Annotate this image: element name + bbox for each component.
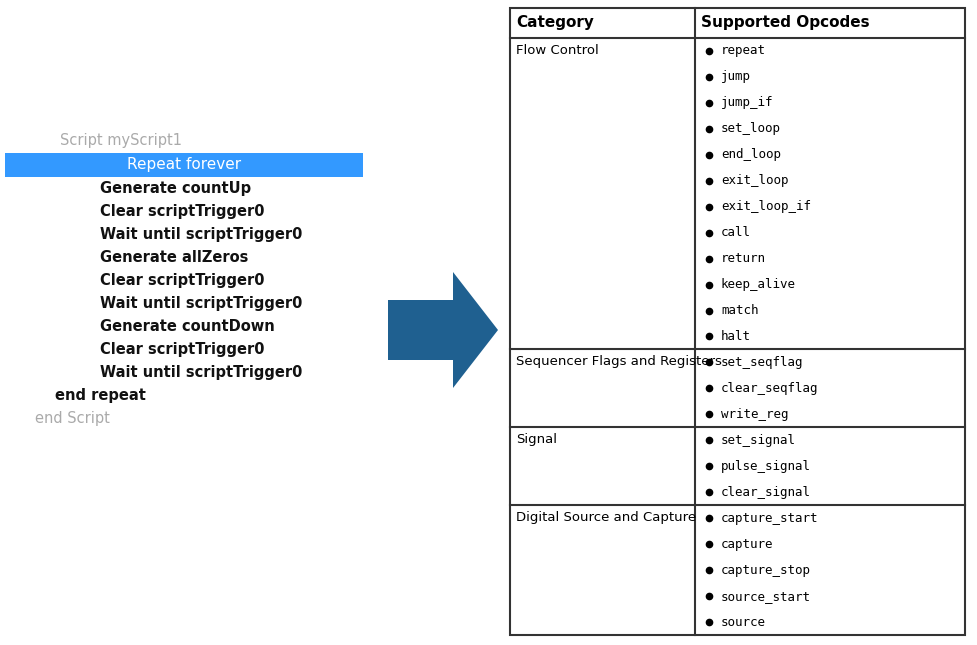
Text: match: match xyxy=(720,304,758,317)
Text: source_start: source_start xyxy=(720,590,810,602)
Text: capture_start: capture_start xyxy=(720,511,818,524)
Text: Generate countDown: Generate countDown xyxy=(100,319,275,334)
Text: Flow Control: Flow Control xyxy=(516,44,598,57)
Text: Category: Category xyxy=(516,15,593,30)
Text: Wait until scriptTrigger0: Wait until scriptTrigger0 xyxy=(100,296,302,311)
Text: return: return xyxy=(720,252,765,265)
Text: Supported Opcodes: Supported Opcodes xyxy=(701,15,869,30)
Text: write_reg: write_reg xyxy=(720,408,787,421)
Text: end repeat: end repeat xyxy=(55,388,146,403)
Text: clear_seqflag: clear_seqflag xyxy=(720,382,818,395)
Text: clear_signal: clear_signal xyxy=(720,486,810,499)
Text: jump_if: jump_if xyxy=(720,96,773,110)
Text: pulse_signal: pulse_signal xyxy=(720,460,810,473)
Text: Script myScript1: Script myScript1 xyxy=(60,133,182,148)
Text: source: source xyxy=(720,615,765,628)
Text: keep_alive: keep_alive xyxy=(720,278,795,291)
Text: call: call xyxy=(720,226,750,239)
Text: Clear scriptTrigger0: Clear scriptTrigger0 xyxy=(100,342,264,357)
Text: Wait until scriptTrigger0: Wait until scriptTrigger0 xyxy=(100,227,302,242)
Text: Repeat forever: Repeat forever xyxy=(127,157,240,172)
Text: Sequencer Flags and Registers: Sequencer Flags and Registers xyxy=(516,355,721,368)
Text: Wait until scriptTrigger0: Wait until scriptTrigger0 xyxy=(100,365,302,380)
Text: set_loop: set_loop xyxy=(720,123,781,135)
Polygon shape xyxy=(388,272,497,388)
Text: Generate allZeros: Generate allZeros xyxy=(100,250,248,265)
Text: set_signal: set_signal xyxy=(720,434,795,447)
Text: Clear scriptTrigger0: Clear scriptTrigger0 xyxy=(100,273,264,288)
Text: set_seqflag: set_seqflag xyxy=(720,356,803,369)
Text: end Script: end Script xyxy=(35,411,109,426)
Text: jump: jump xyxy=(720,70,750,83)
Text: capture_stop: capture_stop xyxy=(720,564,810,577)
Text: capture: capture xyxy=(720,538,773,551)
FancyBboxPatch shape xyxy=(5,153,362,177)
Text: Signal: Signal xyxy=(516,433,557,446)
Text: Digital Source and Capture: Digital Source and Capture xyxy=(516,511,696,524)
Text: repeat: repeat xyxy=(720,45,765,57)
Text: Clear scriptTrigger0: Clear scriptTrigger0 xyxy=(100,204,264,219)
Text: Generate countUp: Generate countUp xyxy=(100,181,251,196)
Text: exit_loop_if: exit_loop_if xyxy=(720,200,810,213)
Text: end_loop: end_loop xyxy=(720,148,781,161)
Text: halt: halt xyxy=(720,330,750,343)
Bar xyxy=(509,8,964,635)
Text: exit_loop: exit_loop xyxy=(720,174,787,187)
